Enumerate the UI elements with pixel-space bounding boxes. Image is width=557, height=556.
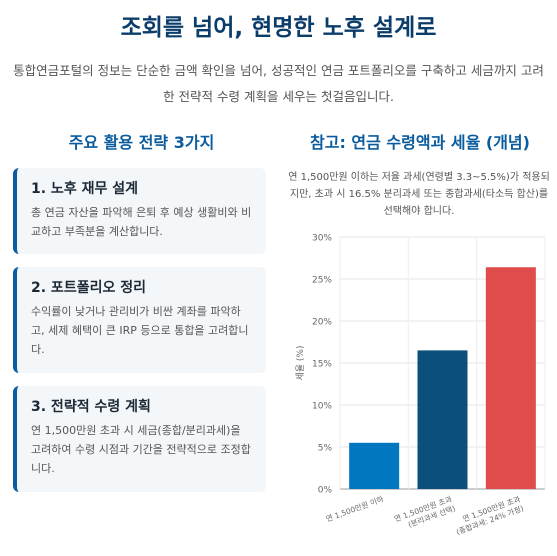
- bar: [417, 350, 468, 489]
- bar: [485, 267, 536, 489]
- y-tick-label: 0%: [318, 486, 333, 496]
- bar: [349, 442, 400, 489]
- chart-section-desc: 연 1,500만원 이하는 저율 과세(연령별 3.3~5.5%)가 적용되지만…: [288, 172, 550, 217]
- chart-section-heading: 참고: 연금 수령액과 세율 (개념): [310, 133, 530, 152]
- x-tick-label-line: 연 1,500만원 이하: [324, 493, 385, 523]
- strategies-heading: 주요 활용 전략 3가지: [68, 133, 215, 152]
- y-tick-label: 20%: [312, 318, 332, 328]
- x-tick-label: 연 1,500만원 이하: [324, 493, 385, 523]
- intro-text: 통합연금포털의 정보는 단순한 금액 확인을 넘어, 성공적인 연금 포트폴리오…: [13, 63, 544, 104]
- strategy-card-desc: 총 연금 자산을 파악해 은퇴 후 예상 생활비와 비교하고 부족분을 계산합니…: [31, 206, 252, 238]
- strategy-card-portfolio: 2. 포트폴리오 정리 수익률이 낮거나 관리비가 비싼 계좌를 파악하고, 세…: [13, 267, 266, 373]
- strategy-card-desc: 연 1,500만원 초과 시 세금(종합/분리과세)을 고려하여 수령 시점과 …: [31, 424, 251, 475]
- strategy-card-withdrawal: 3. 전략적 수령 계획 연 1,500만원 초과 시 세금(종합/분리과세)을…: [13, 386, 266, 492]
- page-title: 조회를 넘어, 현명한 노후 설계로: [120, 15, 437, 41]
- strategy-card-financial-plan: 1. 노후 재무 설계 총 연금 자산을 파악해 은퇴 후 예상 생활비와 비교…: [13, 168, 266, 254]
- strategy-card-title: 1. 노후 재무 설계: [31, 181, 138, 197]
- y-axis-label: 세율 (%): [295, 346, 306, 381]
- y-tick-label: 10%: [312, 402, 332, 412]
- x-tick-label: 연 1,500만원 초과(종합과세: 24% 가정): [455, 494, 525, 536]
- y-tick-label: 25%: [312, 276, 332, 286]
- strategy-card-desc: 수익률이 낮거나 관리비가 비싼 계좌를 파악하고, 세제 혜택이 큰 IRP …: [31, 305, 249, 356]
- y-tick-label: 30%: [312, 234, 332, 244]
- y-tick-label: 15%: [312, 360, 332, 370]
- strategy-card-title: 3. 전략적 수령 계획: [31, 399, 151, 415]
- strategy-card-title: 2. 포트폴리오 정리: [31, 280, 146, 296]
- y-tick-label: 5%: [318, 444, 333, 454]
- x-tick-label: 연 1,500만원 초과(분리과세 선택): [393, 494, 457, 529]
